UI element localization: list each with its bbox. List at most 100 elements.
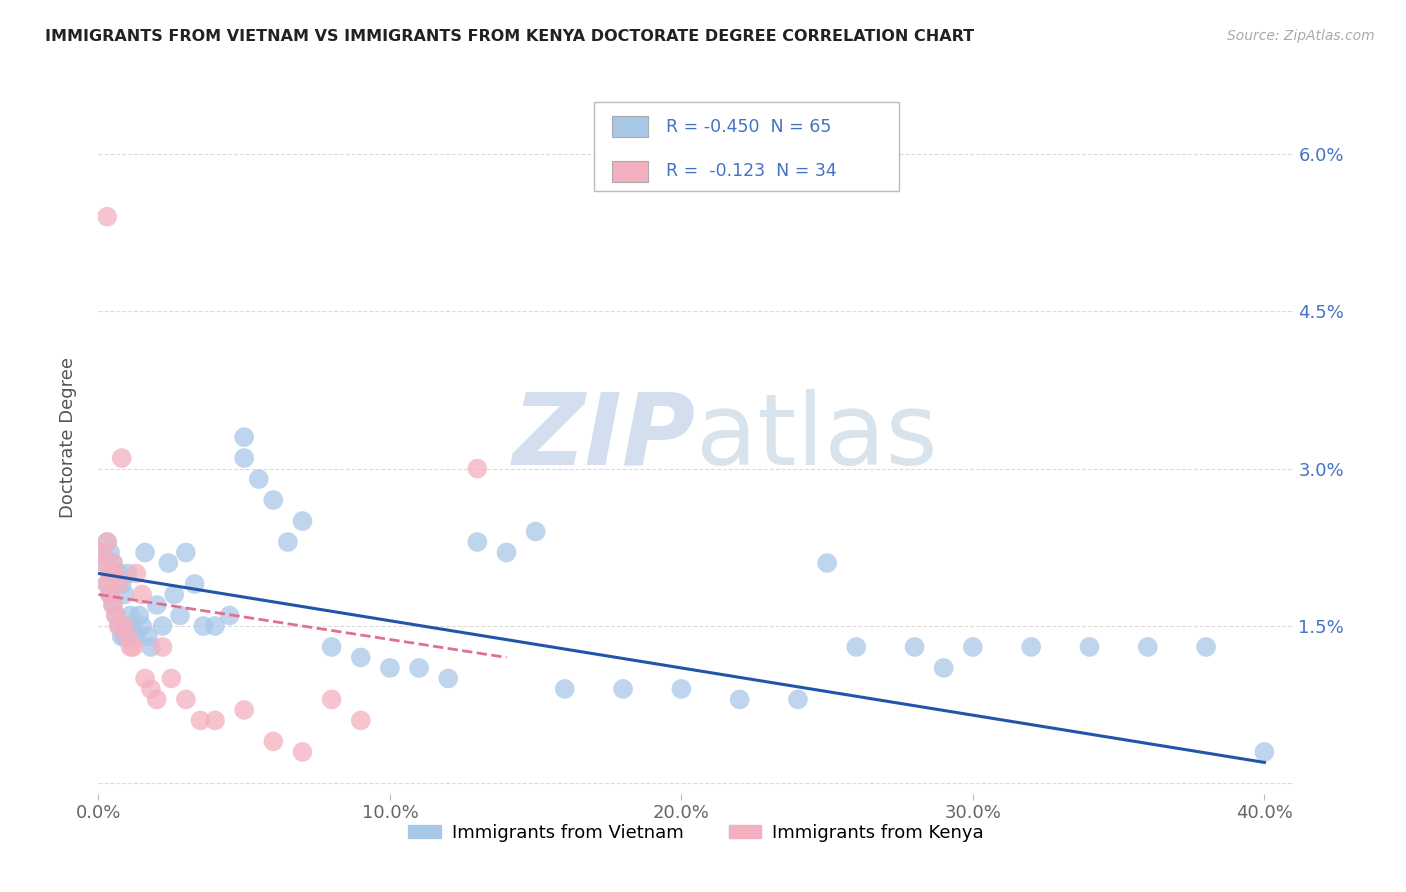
Point xyxy=(321,640,343,654)
Point xyxy=(114,630,136,644)
Text: atlas: atlas xyxy=(696,389,938,485)
Point xyxy=(96,535,118,549)
Point xyxy=(139,681,162,696)
Point xyxy=(262,493,284,508)
Text: ZIP: ZIP xyxy=(513,389,696,485)
Point xyxy=(145,598,167,612)
Text: IMMIGRANTS FROM VIETNAM VS IMMIGRANTS FROM KENYA DOCTORATE DEGREE CORRELATION CH: IMMIGRANTS FROM VIETNAM VS IMMIGRANTS FR… xyxy=(45,29,974,44)
Point xyxy=(1136,640,1159,654)
Point xyxy=(96,577,118,591)
Point xyxy=(378,661,401,675)
Point xyxy=(845,640,868,654)
Text: R =  -0.123  N = 34: R = -0.123 N = 34 xyxy=(666,162,837,180)
Point xyxy=(233,451,256,466)
Point xyxy=(104,566,127,581)
Point xyxy=(169,608,191,623)
Point xyxy=(174,692,197,706)
Point xyxy=(139,640,162,654)
Point xyxy=(350,714,373,728)
Point xyxy=(467,461,489,475)
Point xyxy=(247,472,270,486)
Point xyxy=(1195,640,1218,654)
Point xyxy=(108,619,131,633)
Point xyxy=(163,587,186,601)
Point xyxy=(183,577,205,591)
Text: Source: ZipAtlas.com: Source: ZipAtlas.com xyxy=(1227,29,1375,43)
Point xyxy=(291,745,314,759)
Point xyxy=(350,650,373,665)
Point xyxy=(108,566,131,581)
Point xyxy=(125,566,148,581)
Bar xyxy=(613,116,648,137)
Point xyxy=(962,640,984,654)
Point xyxy=(157,556,180,570)
Point xyxy=(671,681,693,696)
Point xyxy=(437,672,460,686)
Point xyxy=(120,608,142,623)
Point xyxy=(1253,745,1275,759)
Point xyxy=(114,587,136,601)
Point xyxy=(108,619,131,633)
Point xyxy=(108,577,131,591)
Point xyxy=(114,619,136,633)
Point xyxy=(408,661,430,675)
Point xyxy=(134,672,156,686)
Point xyxy=(174,545,197,559)
Point xyxy=(233,430,256,444)
Point xyxy=(93,556,115,570)
Point xyxy=(98,587,121,601)
Point xyxy=(117,630,139,644)
Point xyxy=(932,661,955,675)
Y-axis label: Doctorate Degree: Doctorate Degree xyxy=(59,357,77,517)
Point xyxy=(104,566,127,581)
Point xyxy=(787,692,810,706)
Point xyxy=(111,630,134,644)
Point xyxy=(90,545,112,559)
Point xyxy=(96,577,118,591)
Point xyxy=(122,619,145,633)
Point xyxy=(120,640,142,654)
Point xyxy=(104,608,127,623)
FancyBboxPatch shape xyxy=(595,102,900,191)
Point xyxy=(131,587,153,601)
Point xyxy=(193,619,215,633)
Point xyxy=(101,598,124,612)
Point xyxy=(204,619,226,633)
Point xyxy=(111,451,134,466)
Point xyxy=(98,587,121,601)
Point xyxy=(101,556,124,570)
Point xyxy=(1019,640,1042,654)
Point xyxy=(96,210,118,224)
Point xyxy=(152,640,174,654)
Point xyxy=(134,545,156,559)
Point xyxy=(131,619,153,633)
Point xyxy=(728,692,751,706)
Point xyxy=(495,545,517,559)
Point xyxy=(96,535,118,549)
Point xyxy=(321,692,343,706)
Point xyxy=(612,681,634,696)
Point xyxy=(98,545,121,559)
Point xyxy=(145,692,167,706)
Point xyxy=(117,566,139,581)
Point xyxy=(101,598,124,612)
Text: R = -0.450  N = 65: R = -0.450 N = 65 xyxy=(666,118,831,136)
Point xyxy=(101,556,124,570)
Point xyxy=(122,640,145,654)
Point xyxy=(90,545,112,559)
Point xyxy=(554,681,576,696)
Point xyxy=(291,514,314,528)
Point xyxy=(524,524,547,539)
Point xyxy=(160,672,183,686)
Point xyxy=(262,734,284,748)
Point xyxy=(233,703,256,717)
Bar xyxy=(613,161,648,182)
Point xyxy=(128,608,150,623)
Point xyxy=(218,608,240,623)
Point xyxy=(1078,640,1101,654)
Point xyxy=(93,556,115,570)
Point xyxy=(204,714,226,728)
Point xyxy=(190,714,212,728)
Point xyxy=(152,619,174,633)
Point xyxy=(277,535,299,549)
